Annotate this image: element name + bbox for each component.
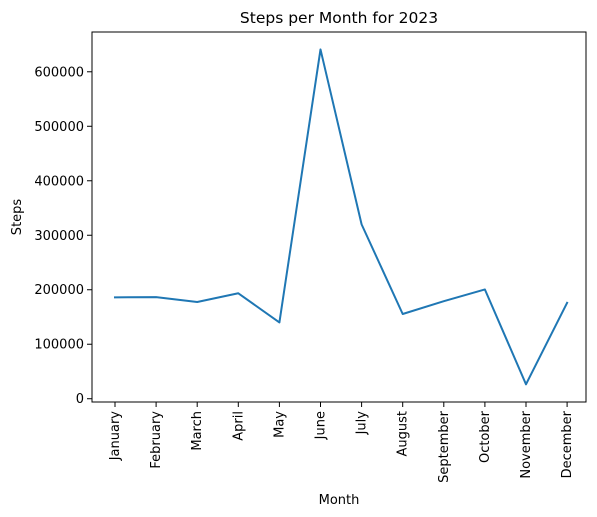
x-axis-label: Month <box>319 493 360 508</box>
x-tick-label: April <box>231 411 246 441</box>
x-tick-label: June <box>314 411 329 440</box>
y-tick-label: 600000 <box>34 65 84 80</box>
y-axis: 0 100000 200000 300000 400000 500000 600000 <box>34 65 92 407</box>
y-tick-label: 300000 <box>34 229 84 244</box>
x-tick-label: February <box>149 411 164 469</box>
y-axis-label: Steps <box>10 199 25 236</box>
x-tick-label: March <box>190 411 205 451</box>
x-tick-label: October <box>478 410 493 463</box>
x-tick-label: November <box>519 410 534 478</box>
plot-area <box>91 31 587 403</box>
chart-title: Steps per Month for 2023 <box>240 9 438 27</box>
x-tick-label: September <box>437 410 452 483</box>
x-tick-label: May <box>272 411 287 438</box>
y-tick-label: 400000 <box>34 174 84 189</box>
y-tick-label: 100000 <box>34 338 84 353</box>
y-tick-label: 500000 <box>34 120 84 135</box>
y-tick-label: 0 <box>76 392 84 407</box>
x-tick-label: July <box>355 411 370 436</box>
y-tick-label: 200000 <box>34 283 84 298</box>
x-axis: January February March April May June July Augu… <box>108 402 575 483</box>
x-tick-label: December <box>560 410 575 478</box>
series-line-steps <box>113 48 569 386</box>
x-tick-label: January <box>108 411 123 462</box>
x-tick-label: August <box>396 411 411 457</box>
